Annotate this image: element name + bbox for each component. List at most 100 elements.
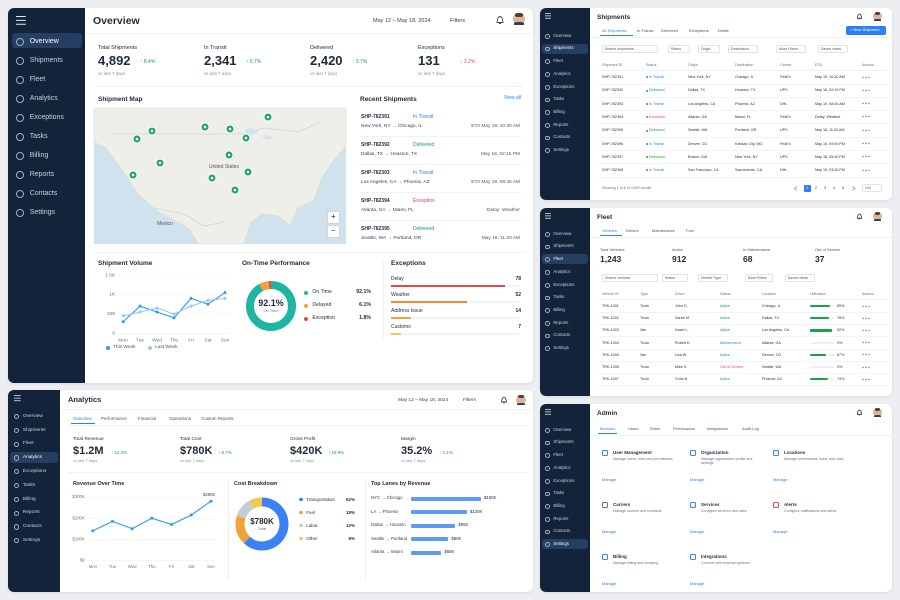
filter-box[interactable] xyxy=(728,45,758,53)
tab[interactable]: Exceptions xyxy=(689,28,709,33)
nav-item[interactable]: Shipments xyxy=(22,427,46,433)
card-action[interactable]: Manage xyxy=(690,477,705,482)
nav-item[interactable]: Analytics xyxy=(553,464,571,470)
filter-box[interactable] xyxy=(698,45,720,53)
nav-item[interactable]: Overview xyxy=(22,413,43,419)
nav-item[interactable]: Fleet xyxy=(22,441,34,447)
nav-item[interactable]: Settings xyxy=(22,537,41,543)
nav-item[interactable]: Tasks xyxy=(22,482,36,488)
tab[interactable]: Custom Reports xyxy=(201,416,234,421)
nav-item[interactable]: Billing xyxy=(553,502,565,508)
nav-item[interactable]: Reports xyxy=(553,319,569,325)
filter-box[interactable] xyxy=(698,274,728,282)
nav-item[interactable]: Fleet xyxy=(553,452,563,458)
zoom-button[interactable] xyxy=(327,211,340,224)
nav-item[interactable]: Billing xyxy=(29,151,49,159)
tab[interactable]: Users xyxy=(628,426,639,431)
filter-box[interactable] xyxy=(602,274,658,282)
nav-item[interactable]: Exceptions xyxy=(553,281,575,287)
filter-box[interactable] xyxy=(745,274,773,282)
page-number[interactable]: 1 xyxy=(806,186,809,190)
nav-item[interactable]: Shipments xyxy=(553,439,574,445)
nav-item[interactable]: Analytics xyxy=(29,94,58,102)
card-action[interactable]: Manage xyxy=(602,581,617,586)
tab[interactable]: Maintenance xyxy=(652,228,675,233)
nav-item[interactable]: Overview xyxy=(29,37,59,45)
nav-item[interactable]: Analytics xyxy=(553,268,571,274)
date-range[interactable]: May 12 – May 18, 2024 xyxy=(373,18,431,24)
card-action[interactable]: Manage xyxy=(602,477,617,482)
date-range[interactable]: May 12 – May 18, 2024 xyxy=(398,398,449,403)
tab[interactable]: Drivers xyxy=(626,228,639,233)
nav-item[interactable]: Contacts xyxy=(29,189,58,197)
nav-item[interactable]: Fleet xyxy=(553,58,563,64)
tab[interactable]: In Transit xyxy=(637,28,654,33)
nav-item[interactable]: Overview xyxy=(553,230,572,236)
nav-item[interactable]: Contacts xyxy=(553,134,571,140)
tab[interactable]: Audit Log xyxy=(742,426,759,431)
filter-box[interactable] xyxy=(862,184,882,192)
nav-item[interactable]: Overview xyxy=(553,32,572,38)
nav-item[interactable]: Contacts xyxy=(22,524,42,530)
nav-item[interactable]: Settings xyxy=(29,208,55,216)
filter-box[interactable] xyxy=(785,274,815,282)
nav-item[interactable]: Overview xyxy=(553,426,572,432)
card-action[interactable]: Manage xyxy=(690,529,705,534)
tab[interactable]: Delivered xyxy=(661,28,678,33)
filter-box[interactable] xyxy=(776,45,806,53)
nav-item[interactable]: Reports xyxy=(22,510,40,516)
nav-item[interactable]: Tasks xyxy=(553,96,565,102)
tab[interactable]: Operations xyxy=(169,416,192,421)
nav-item[interactable]: Exceptions xyxy=(29,113,64,121)
filters-button[interactable]: Filters xyxy=(450,18,465,24)
nav-item[interactable]: Settings xyxy=(553,345,569,351)
nav-item[interactable]: Contacts xyxy=(553,528,571,534)
nav-item[interactable]: Contacts xyxy=(553,332,571,338)
nav-item[interactable]: Billing xyxy=(553,108,565,114)
nav-item[interactable]: Exceptions xyxy=(553,477,575,483)
tab[interactable]: Performance xyxy=(101,416,127,421)
page-number[interactable]: 4 xyxy=(833,186,836,190)
nav-item[interactable]: Settings xyxy=(553,147,569,153)
tab[interactable]: Financial xyxy=(138,416,157,421)
tab[interactable]: Modules xyxy=(600,426,616,431)
nav-item[interactable]: Settings xyxy=(553,541,569,547)
view-all-link[interactable]: View all xyxy=(503,95,521,101)
nav-item[interactable]: Tasks xyxy=(553,490,565,496)
nav-item[interactable]: Exceptions xyxy=(553,83,575,89)
primary-button[interactable] xyxy=(846,26,886,35)
nav-item[interactable]: Analytics xyxy=(553,70,571,76)
nav-item[interactable]: Billing xyxy=(22,496,36,502)
nav-item[interactable]: Reports xyxy=(29,170,55,178)
page-number[interactable]: 2 xyxy=(815,186,818,190)
tab[interactable]: All Shipments xyxy=(602,28,627,33)
tab[interactable]: Vehicles xyxy=(602,228,617,233)
nav-item[interactable]: Fleet xyxy=(29,75,46,83)
card-action[interactable]: Manage xyxy=(773,477,788,482)
tab[interactable]: Drafts xyxy=(718,28,729,33)
tab[interactable]: Permissions xyxy=(673,426,695,431)
tab[interactable]: Fuel xyxy=(686,228,694,233)
page-number[interactable]: 5 xyxy=(842,186,845,190)
nav-item[interactable]: Exceptions xyxy=(22,468,47,474)
card-action[interactable]: Manage xyxy=(773,529,788,534)
filter-box[interactable] xyxy=(818,45,848,53)
card-action[interactable]: Manage xyxy=(690,581,705,586)
filter-box[interactable] xyxy=(668,45,690,53)
nav-item[interactable]: Tasks xyxy=(553,294,565,300)
zoom-button[interactable] xyxy=(327,225,340,238)
nav-item[interactable]: Tasks xyxy=(29,132,48,140)
tab[interactable]: Integrations xyxy=(707,426,728,431)
filter-box[interactable] xyxy=(602,45,658,53)
tab[interactable]: Overview xyxy=(73,416,92,421)
nav-item[interactable]: Fleet xyxy=(553,256,563,262)
nav-item[interactable]: Shipments xyxy=(29,56,63,64)
filter-box[interactable] xyxy=(662,274,688,282)
card-action[interactable]: Manage xyxy=(602,529,617,534)
nav-item[interactable]: Shipments xyxy=(553,45,574,51)
tab[interactable]: Roles xyxy=(650,426,661,431)
nav-item[interactable]: Shipments xyxy=(553,243,574,249)
nav-item[interactable]: Analytics xyxy=(22,455,43,461)
filters-button[interactable]: Filters xyxy=(463,398,477,403)
nav-item[interactable]: Billing xyxy=(553,306,565,312)
